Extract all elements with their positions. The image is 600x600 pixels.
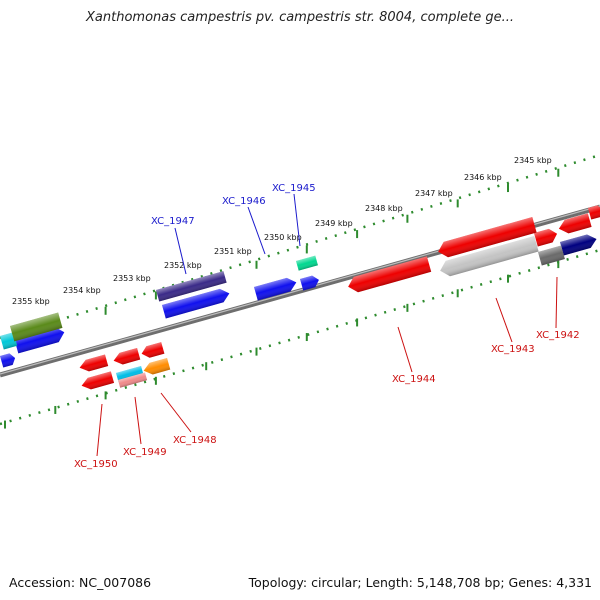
gene-arrow[interactable] — [80, 371, 115, 391]
gene-arrow-shade — [538, 245, 565, 266]
gene-arrow[interactable] — [254, 276, 298, 301]
gene-arrow-shade — [79, 354, 109, 372]
gene-arrow[interactable] — [162, 287, 231, 319]
ruler-label-2346: 2346 kbp — [464, 173, 502, 182]
ruler-ticks — [4, 168, 560, 429]
gene-arrow[interactable] — [0, 352, 17, 368]
ruler-label-2354: 2354 kbp — [63, 286, 101, 295]
gene-label-xc-1950[interactable]: XC_1950 — [74, 459, 118, 470]
gene-arrow[interactable] — [588, 204, 600, 220]
gene-arrow-shade — [438, 217, 537, 258]
gene-arrow-shade — [156, 271, 227, 302]
gene-arrow[interactable] — [142, 357, 171, 377]
gene-arrow-shade — [348, 256, 432, 293]
gene-arrow[interactable] — [112, 347, 141, 367]
gene-arrow[interactable] — [538, 245, 565, 266]
accession-text: Accession: NC_007086 — [9, 575, 152, 590]
gene-arrow-shade — [10, 312, 63, 342]
ruler-label-2352: 2352 kbp — [164, 261, 202, 270]
gene-label-xc-1947[interactable]: XC_1947 — [151, 216, 195, 227]
gene-label-xc-1942[interactable]: XC_1942 — [536, 330, 580, 341]
gene-arrow[interactable] — [10, 312, 63, 342]
gene-arrow[interactable] — [78, 354, 109, 373]
gene-arrow-shade — [558, 213, 592, 234]
gene-arrow-shade — [81, 371, 115, 390]
gene-arrow-shade — [560, 234, 597, 256]
gene-arrow[interactable] — [557, 213, 592, 235]
gene-label-xc-1946[interactable]: XC_1946 — [222, 196, 266, 207]
gene-arrow[interactable] — [438, 236, 539, 278]
gene-leader-lines — [96, 193, 558, 457]
gene-arrow-shade — [162, 288, 230, 319]
gene-arrow[interactable] — [346, 256, 432, 294]
gene-arrow-shade — [300, 275, 319, 291]
gene-arrow-shade — [296, 255, 318, 271]
gene-label-xc-1943[interactable]: XC_1943 — [491, 344, 535, 355]
ruler-label-2347: 2347 kbp — [415, 189, 453, 198]
gene-arrow[interactable] — [534, 227, 559, 247]
gene-arrow-shade — [534, 228, 558, 247]
gene-label-xc-1944[interactable]: XC_1944 — [392, 374, 436, 385]
ruler-label-2345: 2345 kbp — [514, 156, 552, 165]
map-title: Xanthomonas campestris pv. campestris st… — [86, 10, 514, 25]
gene-arrow[interactable] — [140, 342, 165, 359]
gene-arrow[interactable] — [14, 325, 66, 354]
gene-arrow[interactable] — [560, 232, 598, 256]
gene-arrow-shade — [0, 332, 18, 350]
gene-arrow-shade — [440, 236, 539, 277]
gene-arrow-shade — [254, 277, 297, 301]
ruler-labels: 2345 kbp 2346 kbp 2347 kbp 2348 kbp 2349… — [12, 156, 552, 306]
ruler-label-2350: 2350 kbp — [264, 233, 302, 242]
ruler-label-2348: 2348 kbp — [365, 204, 403, 213]
gene-arrow-shade — [118, 372, 148, 388]
ruler-label-2353: 2353 kbp — [113, 274, 151, 283]
gene-label-xc-1945[interactable]: XC_1945 — [272, 183, 316, 194]
ruler-label-2349: 2349 kbp — [315, 219, 353, 228]
gene-label-xc-1948[interactable]: XC_1948 — [173, 435, 217, 446]
gene-arrow-shade — [588, 205, 600, 220]
gene-arrow-shade — [143, 357, 171, 375]
gene-label-xc-1949[interactable]: XC_1949 — [123, 447, 167, 458]
gene-arrow[interactable] — [0, 332, 18, 350]
gene-arrow[interactable] — [436, 217, 537, 259]
gene-arrow-shade — [141, 342, 165, 358]
gene-arrow-shade — [0, 353, 16, 368]
gene-arrow-shade — [14, 326, 65, 354]
gene-arrow[interactable] — [116, 365, 144, 382]
gene-arrow[interactable] — [296, 255, 318, 271]
gene-features[interactable] — [0, 204, 600, 391]
gene-arrow[interactable] — [300, 274, 321, 291]
inner-dotted-track — [0, 248, 600, 426]
gene-arrow-shade — [116, 365, 144, 382]
gene-arrow[interactable] — [118, 372, 148, 388]
gene-arrow[interactable] — [156, 271, 227, 302]
topology-text: Topology: circular; Length: 5,148,708 bp… — [248, 575, 592, 590]
gene-arrow-shade — [113, 347, 141, 365]
ruler-label-2351: 2351 kbp — [214, 247, 252, 256]
ruler-label-2355: 2355 kbp — [12, 297, 50, 306]
